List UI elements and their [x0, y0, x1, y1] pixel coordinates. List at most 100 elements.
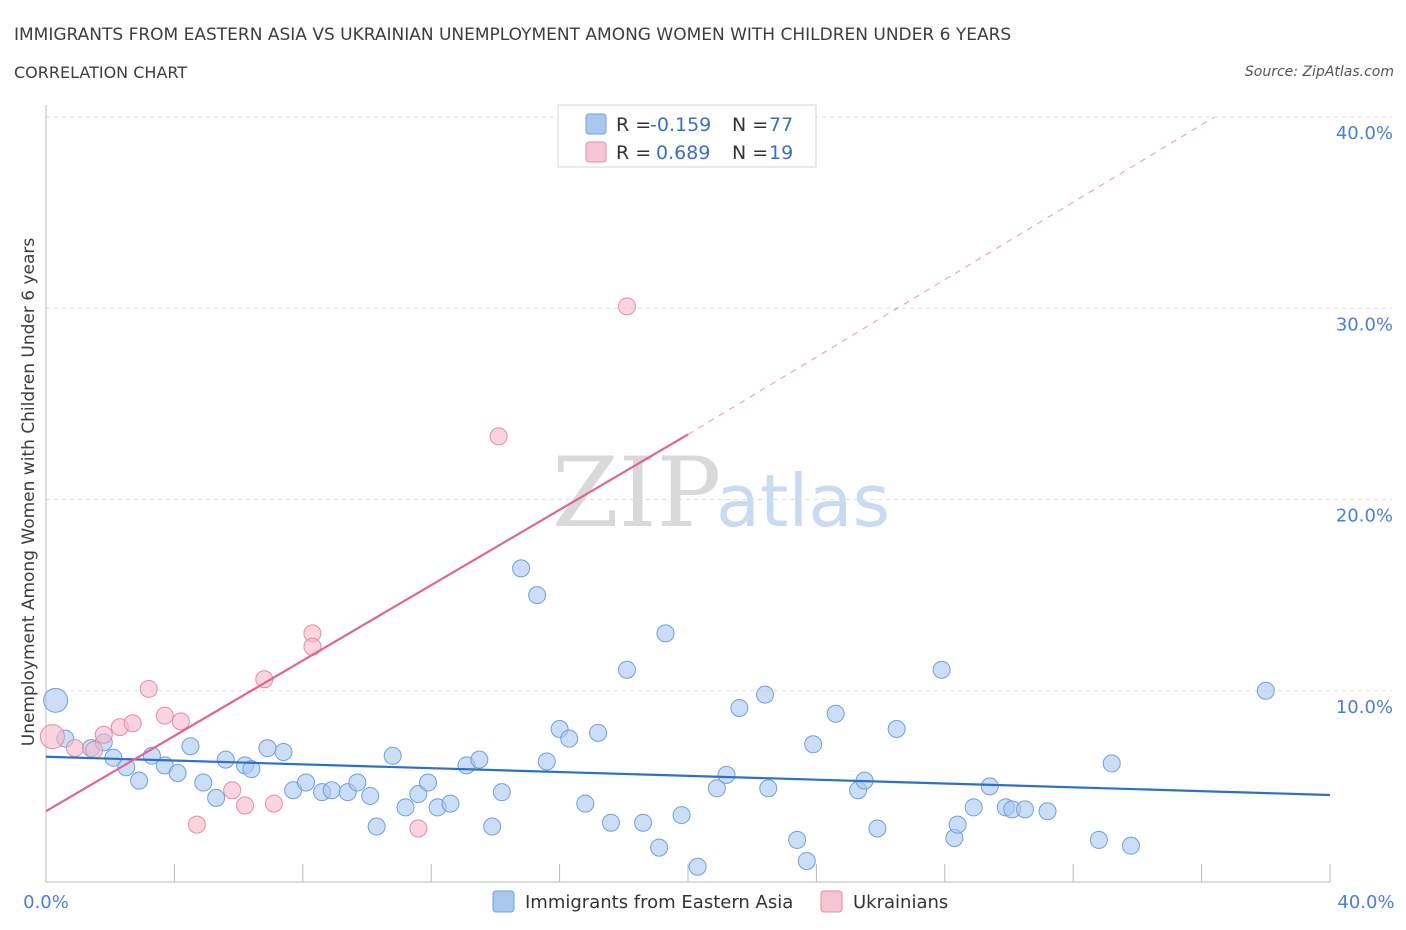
point-immigrants-38 — [537, 752, 556, 771]
point-immigrants-65 — [948, 815, 967, 834]
point-immigrants-46 — [650, 838, 669, 857]
point-ukrainians-13 — [264, 794, 283, 813]
point-immigrants-61 — [868, 819, 887, 838]
y-tick-label-40: 40.0% — [1336, 123, 1393, 144]
stats-legend-r-label-blue: R = — [616, 114, 651, 136]
point-immigrants-50 — [707, 779, 726, 798]
watermark-zip: ZIP — [552, 437, 721, 549]
legend-label-immigrants: Immigrants from Eastern Asia — [525, 892, 793, 913]
point-immigrants-62 — [887, 720, 906, 738]
point-immigrants-36 — [512, 559, 531, 578]
point-ukrainians-5 — [123, 714, 142, 733]
point-immigrants-13 — [216, 750, 235, 769]
point-immigrants-66 — [964, 798, 983, 817]
trend-line-1 — [45, 433, 689, 813]
point-immigrants-67 — [980, 777, 999, 796]
chart-title: IMMIGRANTS FROM EASTERN ASIA VS UKRAINIA… — [14, 25, 1011, 45]
stats-legend-n-value-pink: 19 — [769, 142, 793, 164]
series-ukrainians — [39, 297, 637, 838]
series-legend: Immigrants from Eastern Asia Ukrainians — [492, 890, 948, 913]
point-ukrainians-15 — [303, 637, 322, 656]
point-immigrants-19 — [297, 773, 316, 792]
point-ukrainians-2 — [85, 741, 104, 760]
point-immigrants-12 — [207, 788, 226, 807]
series-immigrants-eastern-asia — [43, 559, 1275, 876]
point-immigrants-10 — [181, 737, 200, 756]
legend-swatch-immigrants — [492, 890, 515, 913]
point-immigrants-29 — [418, 773, 437, 792]
point-ukrainians-11 — [236, 796, 255, 815]
stats-legend-n-label-pink: N = — [732, 142, 768, 164]
point-immigrants-21 — [322, 781, 341, 800]
x-tick-label-min: 0.0% — [23, 892, 69, 913]
chart-subtitle: CORRELATION CHART — [14, 63, 187, 82]
point-immigrants-45 — [634, 813, 653, 832]
legend-label-ukrainians: Ukrainians — [853, 892, 948, 913]
watermark-atlas: atlas — [716, 459, 890, 543]
point-immigrants-58 — [826, 704, 845, 723]
point-immigrants-33 — [470, 750, 489, 769]
point-immigrants-72 — [1089, 830, 1108, 849]
point-immigrants-71 — [1038, 802, 1057, 821]
point-immigrants-74 — [1121, 836, 1140, 855]
stats-legend-r-value-blue: -0.159 — [650, 114, 711, 136]
x-tick-label-max: 40.0% — [1337, 892, 1394, 913]
point-ukrainians-18 — [618, 297, 637, 316]
point-immigrants-47 — [656, 624, 675, 643]
point-immigrants-24 — [361, 786, 380, 805]
trend-lines — [45, 116, 1331, 813]
point-immigrants-54 — [759, 779, 778, 798]
point-immigrants-41 — [576, 794, 595, 813]
stats-legend-n-label-blue: N = — [732, 114, 768, 136]
point-ukrainians-3 — [94, 725, 113, 744]
point-immigrants-52 — [730, 698, 749, 717]
y-tick-label-30: 30.0% — [1336, 314, 1393, 335]
point-immigrants-70 — [1016, 800, 1035, 819]
point-immigrants-43 — [601, 813, 620, 832]
stats-legend-n-value-blue: 77 — [769, 114, 793, 136]
point-ukrainians-9 — [187, 815, 206, 834]
point-immigrants-35 — [492, 783, 511, 802]
point-immigrants-27 — [396, 798, 415, 817]
point-ukrainians-6 — [139, 679, 158, 698]
point-ukrainians-16 — [409, 819, 428, 838]
point-ukrainians-1 — [65, 739, 84, 758]
point-immigrants-44 — [618, 660, 637, 679]
point-immigrants-57 — [804, 735, 823, 754]
legend-swatch-ukrainians — [820, 890, 843, 913]
point-immigrants-11 — [194, 773, 213, 792]
point-immigrants-75 — [1256, 681, 1275, 700]
point-immigrants-73 — [1102, 754, 1121, 773]
point-ukrainians-17 — [489, 427, 508, 446]
grid-lines — [46, 116, 1392, 692]
point-immigrants-9 — [168, 763, 187, 782]
point-immigrants-16 — [258, 739, 277, 758]
stats-legend-r-label-pink: R = — [616, 142, 651, 164]
point-immigrants-42 — [589, 723, 608, 742]
y-tick-label-10: 10.0% — [1336, 697, 1393, 718]
point-immigrants-34 — [483, 817, 502, 836]
point-immigrants-63 — [932, 660, 951, 679]
point-immigrants-15 — [242, 760, 261, 779]
point-immigrants-48 — [672, 806, 691, 825]
y-axis-tick-labels: 10.0% 20.0% 30.0% 40.0% — [1336, 123, 1393, 718]
y-axis-title: Unemployment Among Women with Children U… — [19, 238, 39, 747]
point-ukrainians-7 — [155, 706, 174, 725]
point-immigrants-40 — [560, 729, 579, 748]
point-immigrants-0 — [43, 687, 69, 713]
point-immigrants-28 — [409, 785, 428, 804]
point-immigrants-25 — [367, 817, 386, 836]
stats-legend: R = -0.159 N = 77 R = 0.689 N = 19 — [557, 104, 817, 168]
point-immigrants-31 — [441, 794, 460, 813]
point-immigrants-37 — [528, 586, 547, 605]
point-immigrants-17 — [274, 742, 293, 761]
point-ukrainians-10 — [223, 781, 242, 800]
point-immigrants-26 — [383, 746, 402, 765]
y-tick-label-20: 20.0% — [1336, 506, 1393, 527]
trend-line-0 — [45, 755, 1331, 797]
source-label: Source: ZipAtlas.com — [1245, 64, 1394, 80]
stats-legend-swatch-blue — [585, 113, 607, 135]
x-axis-ticks — [45, 864, 1331, 882]
point-immigrants-53 — [756, 685, 775, 704]
